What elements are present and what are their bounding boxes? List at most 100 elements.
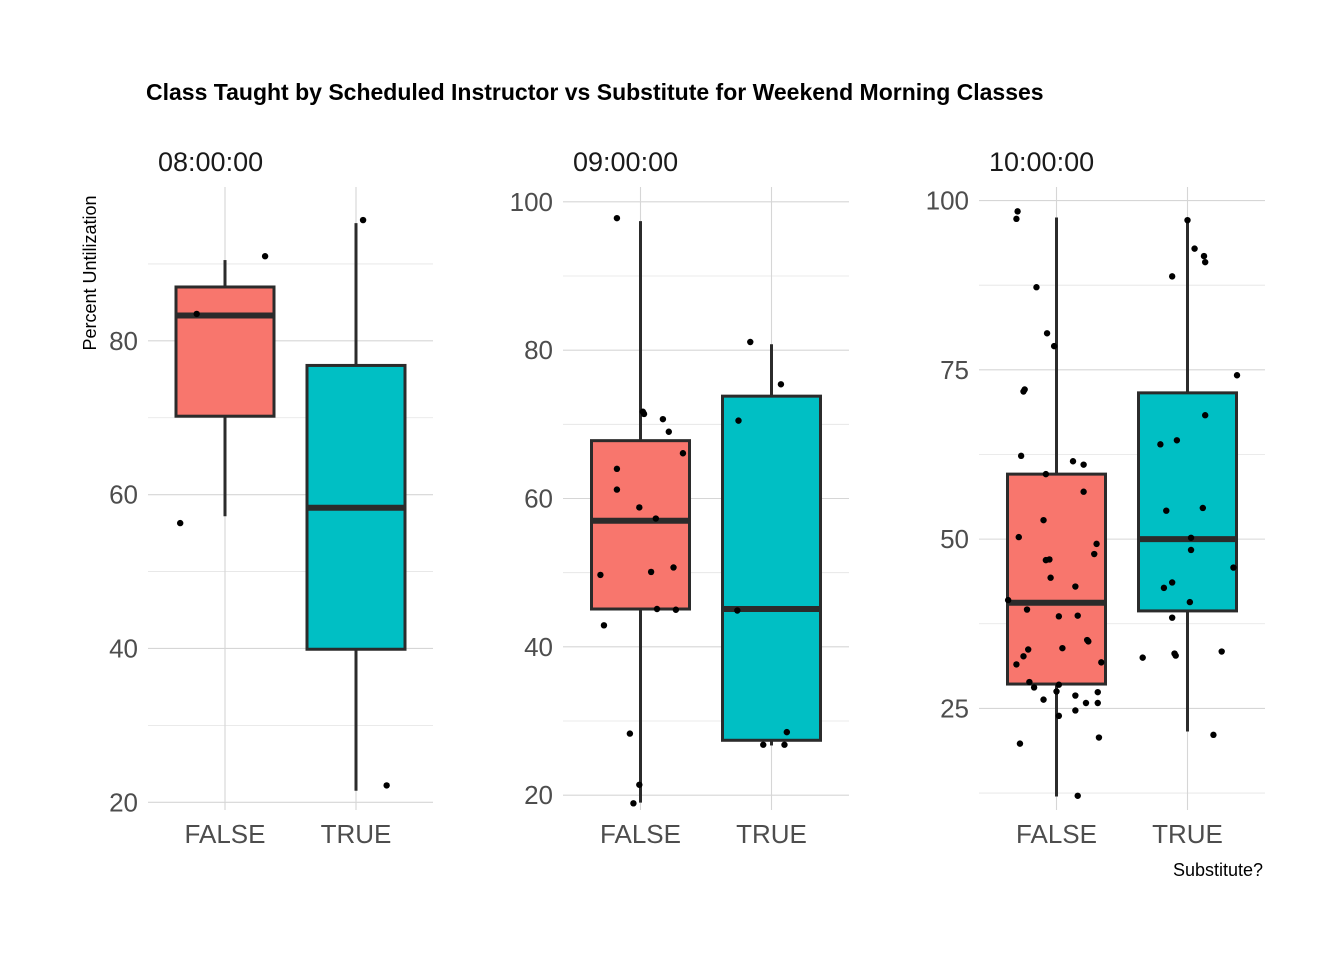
data-point <box>1042 556 1050 564</box>
data-point <box>1157 441 1164 448</box>
x-tick-label: TRUE <box>736 819 807 849</box>
y-tick-label: 25 <box>940 693 969 723</box>
data-point <box>1072 583 1079 590</box>
data-point <box>659 415 667 423</box>
x-axis-title: Substitute? <box>1173 860 1263 880</box>
x-tick-label: TRUE <box>1152 819 1223 849</box>
data-point <box>613 214 621 222</box>
y-tick-label: 100 <box>510 187 553 217</box>
data-point <box>1026 678 1033 686</box>
data-point <box>679 450 687 457</box>
box-true <box>721 344 822 746</box>
data-point <box>636 504 643 511</box>
data-point <box>1139 654 1146 661</box>
y-tick-label: 100 <box>926 186 969 216</box>
data-point <box>1091 550 1098 558</box>
y-tick-label: 80 <box>109 326 138 356</box>
data-point <box>176 519 184 527</box>
data-point <box>1218 648 1225 655</box>
data-point <box>747 338 754 346</box>
data-point <box>1020 388 1027 395</box>
data-point <box>383 782 390 789</box>
data-point <box>1050 342 1058 350</box>
x-tick-label: TRUE <box>321 819 392 849</box>
data-point <box>1095 734 1103 741</box>
data-point <box>1074 792 1081 799</box>
data-point <box>1173 437 1181 444</box>
box-false <box>174 260 276 517</box>
box-true <box>305 223 407 791</box>
data-point <box>1016 740 1024 747</box>
y-axis-title: Percent Untilization <box>80 195 100 350</box>
facet-label: 08:00:00 <box>158 147 263 177</box>
data-point <box>1187 546 1195 554</box>
data-point <box>653 605 661 613</box>
data-point <box>630 800 637 807</box>
box-iqr <box>590 439 691 611</box>
data-point <box>1055 712 1063 720</box>
data-point <box>1080 461 1087 468</box>
data-point <box>1042 470 1050 478</box>
data-point <box>670 564 677 571</box>
y-tick-label: 60 <box>524 484 553 514</box>
data-point <box>1168 579 1176 586</box>
data-point <box>665 428 672 435</box>
data-point <box>1043 330 1051 337</box>
box-iqr <box>1137 391 1238 613</box>
box-iqr <box>174 285 276 418</box>
data-point <box>1186 598 1194 606</box>
box-iqr <box>1006 472 1107 686</box>
y-tick-label: 20 <box>109 787 138 817</box>
x-tick-label: FALSE <box>600 819 681 849</box>
data-point <box>1055 613 1063 620</box>
data-point <box>672 606 680 613</box>
data-point <box>1233 372 1241 379</box>
chart-title: Class Taught by Scheduled Instructor vs … <box>146 79 1044 105</box>
data-point <box>647 568 655 576</box>
data-point <box>1013 215 1020 223</box>
data-point <box>640 410 648 418</box>
data-point <box>1168 614 1176 621</box>
data-point <box>1069 458 1077 465</box>
x-tick-label: FALSE <box>185 819 266 849</box>
data-point <box>1030 684 1038 691</box>
data-point <box>1093 540 1100 548</box>
data-point <box>1055 681 1063 688</box>
data-point <box>1094 699 1101 707</box>
data-point <box>1163 507 1170 514</box>
data-point <box>1013 661 1020 668</box>
data-point <box>1094 688 1101 696</box>
data-point <box>1098 659 1105 666</box>
data-point <box>1184 216 1191 224</box>
data-point <box>1047 574 1054 581</box>
data-point <box>1020 653 1027 660</box>
data-point <box>1187 534 1195 541</box>
data-point <box>261 253 269 260</box>
data-point <box>652 515 660 522</box>
facet-2: 20 40 60 80 100 FALSE TRUE 09:00:00 <box>510 147 849 849</box>
data-point <box>1082 699 1090 707</box>
data-point <box>1059 644 1066 652</box>
facet-label: 10:00:00 <box>989 147 1094 177</box>
data-point <box>1074 612 1081 619</box>
y-tick-label: 75 <box>940 355 969 385</box>
data-point <box>626 730 634 737</box>
data-point <box>1080 488 1087 495</box>
data-point <box>359 216 367 224</box>
data-point <box>1023 606 1031 613</box>
y-tick-label: 40 <box>524 632 553 662</box>
data-point <box>1072 707 1079 714</box>
y-tick-label: 40 <box>109 633 138 663</box>
data-point <box>193 310 200 318</box>
data-point <box>613 486 621 493</box>
facet-panels: 20 40 60 80 FALSE TRUE 08:00:00 20 40 60 80 100 FALS… <box>109 147 1265 849</box>
data-point <box>760 741 767 748</box>
data-point <box>1015 533 1022 541</box>
data-point <box>1200 252 1208 260</box>
data-point <box>1160 584 1168 592</box>
data-point <box>1210 731 1217 739</box>
data-point <box>1033 284 1040 291</box>
y-tick-label: 80 <box>524 335 553 365</box>
data-point <box>636 781 643 788</box>
